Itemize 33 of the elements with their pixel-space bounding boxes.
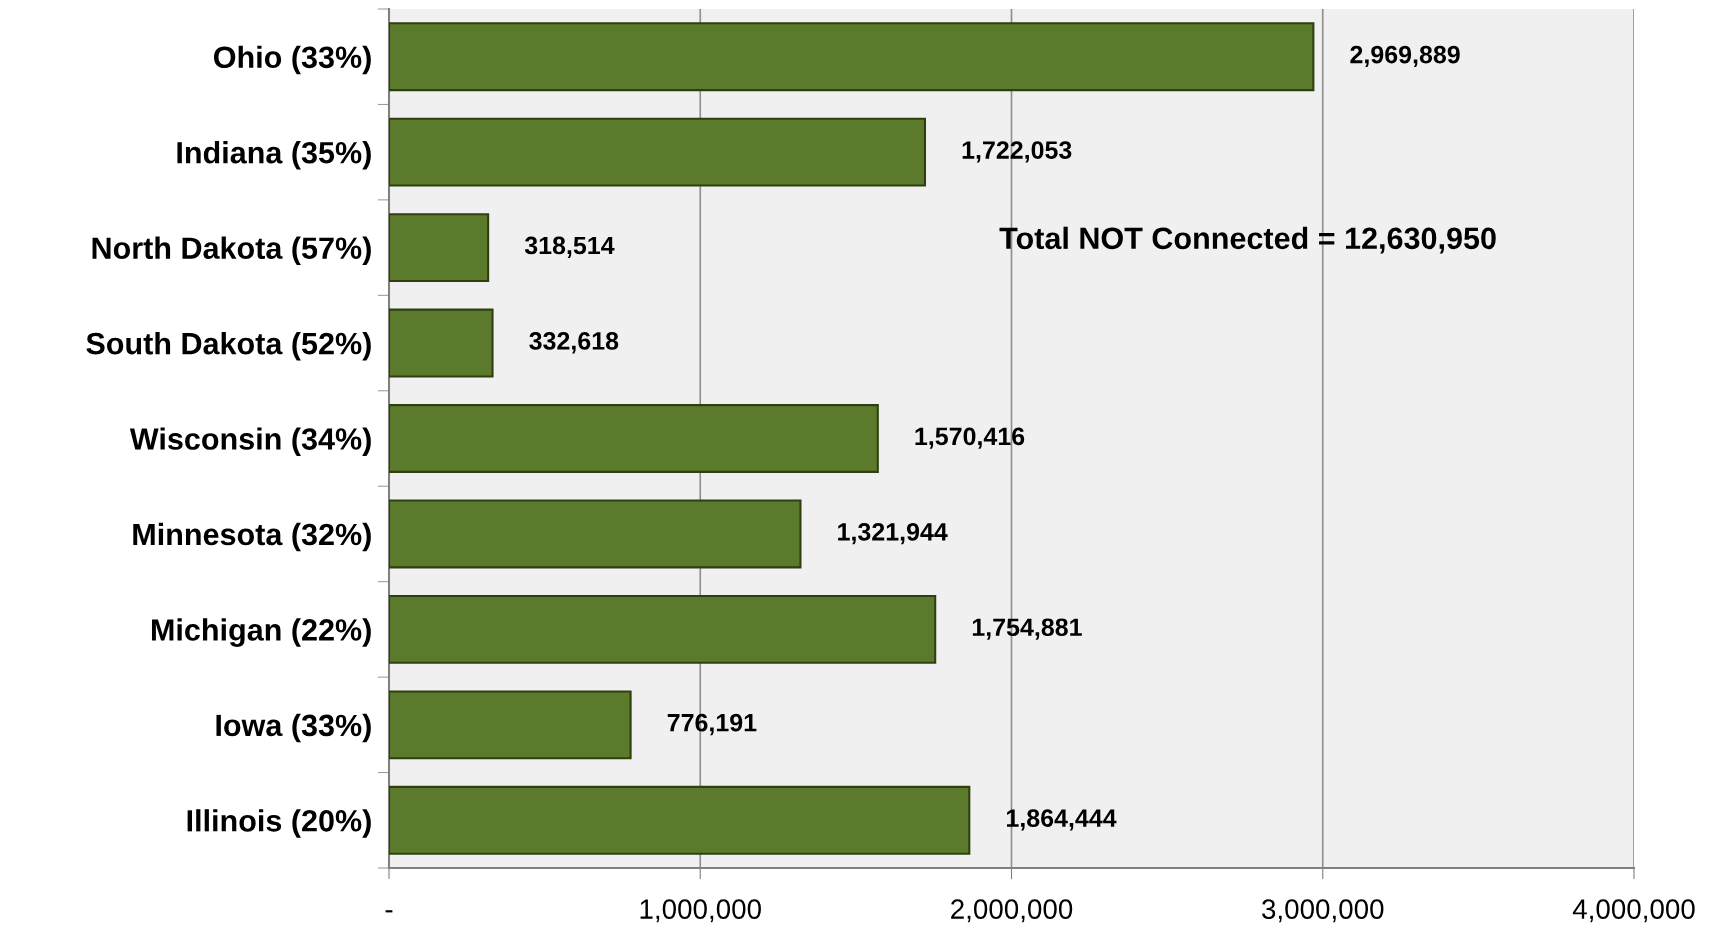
- data-label: 1,864,444: [1006, 809, 1117, 831]
- bar: [389, 404, 879, 473]
- y-tick-label: Indiana (35%): [177, 141, 371, 170]
- bar: [389, 117, 927, 187]
- data-label: 332,618: [529, 332, 619, 354]
- y-tick-label: North Dakota (57%): [92, 236, 371, 266]
- x-tick-label: 1,000,000: [640, 899, 761, 923]
- bar: [389, 690, 632, 760]
- y-tick-label: Iowa (33%): [216, 713, 371, 743]
- data-label: 318,514: [524, 236, 615, 258]
- y-tick-label: Ohio (33%): [214, 45, 371, 75]
- bar: [389, 213, 490, 283]
- x-tick-label: 2,000,000: [951, 899, 1073, 923]
- y-tick-label: Minnesota (32%): [133, 522, 371, 552]
- y-tick-label: Wisconsin (34%): [129, 427, 371, 456]
- data-label: 1,321,944: [838, 522, 948, 545]
- annotation: Total NOT Connected = 12,630,950: [999, 226, 1496, 254]
- data-label: 776,191: [667, 713, 757, 736]
- y-tick-label: Michigan (22%): [151, 618, 371, 647]
- data-label: 2,969,889: [1350, 45, 1460, 68]
- x-tick-label: -: [385, 910, 393, 913]
- x-tick-label: 3,000,000: [1262, 899, 1384, 923]
- bar: [389, 785, 971, 855]
- data-label: 1,754,881: [972, 618, 1082, 640]
- bar: [389, 594, 937, 664]
- data-label: 1,570,416: [915, 427, 1025, 449]
- bar: [389, 308, 494, 378]
- y-tick-label: South Dakota (52%): [86, 331, 371, 361]
- bar: [389, 22, 1315, 92]
- bar: [389, 499, 802, 569]
- y-tick-label: Illinois (20%): [187, 809, 371, 838]
- x-tick-label: 4,000,000: [1572, 899, 1695, 923]
- data-label: 1,722,053: [962, 141, 1072, 163]
